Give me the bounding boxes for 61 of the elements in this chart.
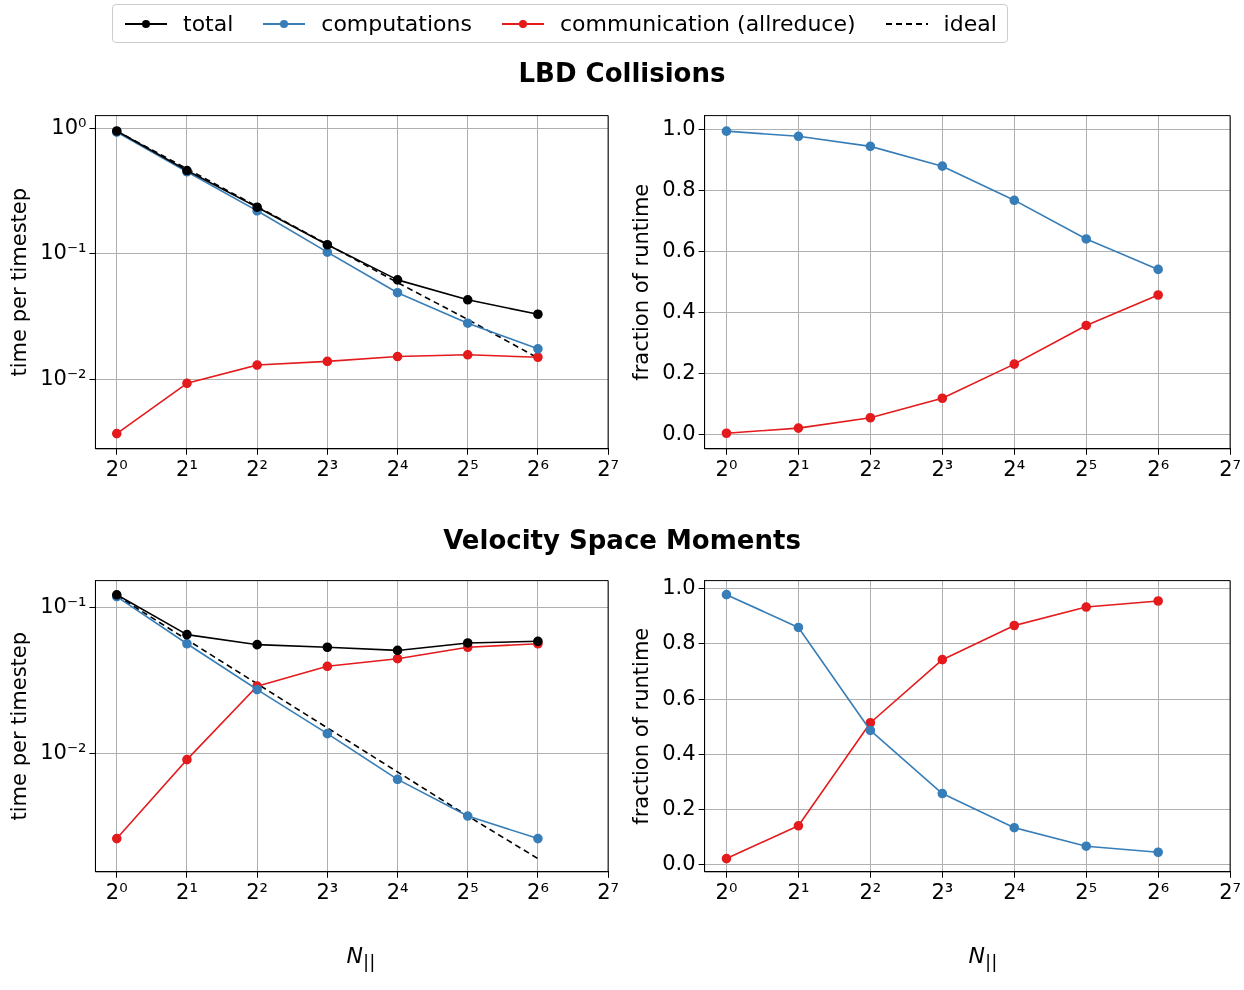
x-tick-label: 2⁰	[105, 456, 128, 481]
x-tick-label: 2¹	[176, 879, 198, 904]
x-tick-label: 2⁰	[715, 456, 738, 481]
x-tick-label: 2⁶	[1147, 879, 1170, 904]
y-tick-label: 10⁻¹	[40, 240, 87, 265]
x-tick-label: 2³	[931, 879, 954, 904]
y-tick-label: 10⁻²	[40, 365, 87, 390]
x-tick-label: 2⁴	[386, 456, 409, 481]
x-tick-label: 2⁶	[527, 456, 549, 481]
x-tick-label: 2⁰	[715, 879, 738, 904]
x-tick-label: 2⁷	[1219, 456, 1241, 481]
legend-label: total	[183, 11, 234, 36]
y-axis-title: time per timestep	[7, 631, 32, 821]
y-axis-title: fraction of runtime	[629, 627, 654, 825]
x-tick-label: 2²	[246, 879, 269, 904]
y-tick-label: 0.4	[662, 740, 696, 765]
y-tick-label: 10⁰	[51, 114, 87, 139]
y-tick-label: 0.2	[662, 795, 696, 820]
x-tick-label: 2⁷	[597, 879, 619, 904]
y-tick-label: 0.0	[662, 420, 696, 445]
x-tick-label: 2²	[859, 879, 882, 904]
legend-label: computations	[321, 11, 472, 36]
x-tick-label: 2²	[246, 456, 269, 481]
x-tick-label: 2⁵	[1075, 879, 1098, 904]
legend-label: communication (allreduce)	[559, 11, 856, 36]
x-tick-label: 2⁷	[1219, 879, 1241, 904]
x-tick-label: 2¹	[787, 879, 810, 904]
x-tick-label: 2²	[859, 456, 882, 481]
x-tick-label: 2¹	[176, 456, 198, 481]
y-tick-label: 0.6	[662, 685, 696, 710]
y-tick-label: 1.0	[662, 116, 696, 141]
x-tick-label: 2³	[931, 456, 954, 481]
x-tick-label: 2¹	[787, 456, 810, 481]
x-tick-label: 2⁵	[456, 456, 479, 481]
x-tick-label: 2³	[316, 456, 339, 481]
y-tick-label: 0.8	[662, 630, 696, 655]
x-axis-title: N$_{||}$	[345, 943, 377, 973]
x-tick-label: 2⁰	[105, 879, 128, 904]
x-tick-label: 2³	[316, 879, 339, 904]
chart-title: Velocity Space Moments	[442, 525, 802, 555]
y-tick-label: 10⁻²	[40, 740, 87, 765]
legend-label: ideal	[943, 11, 997, 36]
x-axis-title: N$_{||}$	[967, 943, 999, 973]
x-tick-label: 2⁶	[527, 879, 549, 904]
x-tick-label: 2⁴	[1003, 456, 1026, 481]
y-tick-label: 0.6	[662, 238, 696, 263]
y-tick-label: 10⁻¹	[40, 593, 87, 618]
x-tick-label: 2⁷	[597, 456, 619, 481]
x-tick-label: 2⁴	[386, 879, 409, 904]
chart-title: LBD Collisions	[517, 58, 727, 88]
y-tick-label: 0.0	[662, 850, 696, 875]
x-tick-label: 2⁴	[1003, 879, 1026, 904]
y-tick-label: 0.8	[662, 177, 696, 202]
x-tick-label: 2⁵	[456, 879, 479, 904]
y-axis-title: time per timestep	[7, 187, 32, 377]
x-tick-label: 2⁵	[1075, 456, 1098, 481]
x-tick-label: 2⁶	[1147, 456, 1170, 481]
y-tick-label: 0.2	[662, 360, 696, 385]
y-axis-title: fraction of runtime	[629, 183, 654, 381]
y-tick-label: 1.0	[662, 575, 696, 600]
y-tick-label: 0.4	[662, 299, 696, 324]
